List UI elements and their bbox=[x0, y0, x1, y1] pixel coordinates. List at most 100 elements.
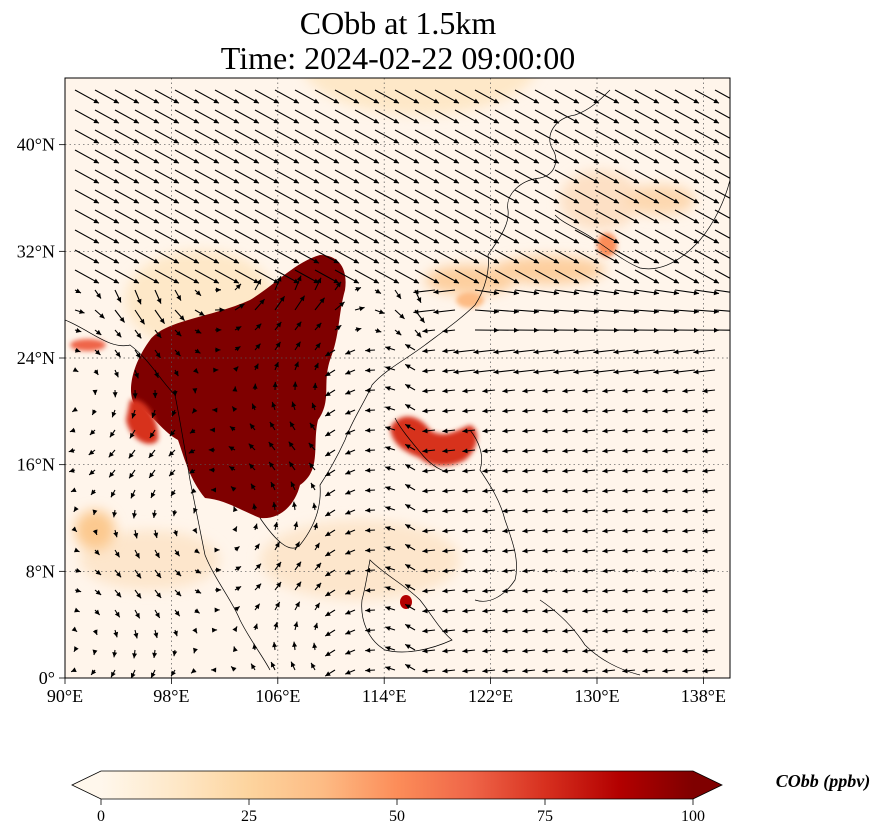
wind-arrow bbox=[434, 229, 460, 244]
wind-arrow bbox=[494, 189, 520, 204]
wind-arrow bbox=[482, 668, 496, 674]
wind-arrow bbox=[71, 406, 78, 413]
wind-arrow bbox=[294, 169, 320, 184]
wind-arrow bbox=[714, 269, 730, 279]
wind-arrow bbox=[272, 641, 278, 651]
lon-tick-label: 90°E bbox=[47, 686, 83, 706]
wind-arrow bbox=[404, 543, 416, 551]
wind-arrow bbox=[134, 209, 160, 224]
wind-arrow bbox=[294, 321, 302, 331]
wind-arrow bbox=[714, 169, 730, 179]
wind-arrow bbox=[602, 468, 616, 474]
wind-arrow bbox=[354, 209, 380, 224]
wind-arrow bbox=[74, 129, 100, 144]
wind-arrow bbox=[493, 369, 516, 375]
wind-arrow bbox=[154, 149, 180, 164]
wind-arrow bbox=[292, 641, 298, 651]
wind-arrow bbox=[673, 369, 696, 375]
wind-arrow bbox=[614, 129, 640, 144]
wind-arrow bbox=[394, 169, 420, 184]
wind-arrow bbox=[594, 149, 620, 164]
wind-arrow bbox=[365, 607, 376, 613]
wind-arrow bbox=[662, 448, 676, 454]
wind-arrow bbox=[674, 209, 700, 224]
wind-arrow bbox=[174, 89, 200, 104]
colorbar-tick-label: 75 bbox=[537, 808, 553, 825]
wind-arrow bbox=[189, 428, 196, 434]
wind-arrow bbox=[310, 662, 316, 671]
wind-arrow bbox=[702, 528, 716, 534]
wind-arrow bbox=[272, 381, 278, 391]
wind-arrow bbox=[642, 568, 656, 574]
wind-arrow bbox=[434, 269, 460, 284]
wind-arrow bbox=[542, 428, 556, 434]
wind-arrow bbox=[212, 407, 218, 413]
wind-arrow bbox=[542, 568, 556, 574]
wind-arrow bbox=[134, 269, 160, 284]
colorbar-extend-low bbox=[72, 771, 101, 799]
wind-arrow bbox=[130, 489, 136, 499]
wind-arrow bbox=[494, 229, 520, 244]
wind-arrow bbox=[174, 149, 200, 164]
wind-arrow bbox=[462, 508, 476, 514]
wind-arrow bbox=[502, 528, 516, 534]
wind-arrow bbox=[314, 169, 340, 184]
wind-arrow bbox=[422, 328, 436, 334]
wind-arrow bbox=[234, 249, 260, 264]
wind-arrow bbox=[462, 468, 476, 474]
wind-arrow bbox=[94, 149, 120, 164]
wind-arrow bbox=[174, 329, 182, 337]
wind-arrow bbox=[274, 109, 300, 124]
wind-arrow bbox=[534, 89, 560, 104]
wind-arrow bbox=[534, 109, 560, 124]
wind-arrow bbox=[91, 409, 97, 416]
wind-arrow bbox=[702, 408, 716, 414]
map-frame bbox=[64, 77, 731, 679]
wind-arrow bbox=[174, 309, 185, 321]
wind-arrow bbox=[404, 643, 416, 651]
wind-arrow bbox=[714, 229, 730, 239]
wind-arrow bbox=[582, 448, 596, 454]
wind-arrow bbox=[562, 548, 576, 554]
wind-arrow bbox=[365, 347, 376, 353]
wind-arrow bbox=[394, 209, 420, 224]
wind-arrow bbox=[70, 487, 77, 493]
wind-arrow bbox=[151, 409, 157, 419]
wind-arrow bbox=[94, 569, 102, 576]
wind-arrow bbox=[562, 628, 576, 634]
wind-arrow bbox=[311, 402, 317, 411]
lat-tick-label: 24°N bbox=[17, 348, 55, 368]
wind-arrow bbox=[482, 588, 496, 594]
latitude-axis: 0° 8°N 16°N 24°N 32°N 40°N bbox=[17, 135, 65, 688]
wind-arrow bbox=[442, 608, 456, 614]
wind-arrow bbox=[613, 369, 636, 375]
wind-arrow bbox=[292, 381, 298, 391]
wind-arrow bbox=[294, 109, 320, 124]
wind-arrow bbox=[94, 289, 102, 299]
wind-arrow bbox=[74, 229, 100, 244]
wind-arrow bbox=[214, 89, 240, 104]
wind-arrow bbox=[622, 608, 636, 614]
wind-arrow bbox=[174, 109, 200, 124]
wind-arrow bbox=[622, 488, 636, 494]
wind-arrow bbox=[454, 209, 480, 224]
wind-arrow bbox=[172, 389, 178, 397]
wind-arrow bbox=[404, 603, 416, 611]
wind-arrow bbox=[132, 509, 137, 519]
wind-arrow bbox=[714, 249, 730, 259]
wind-arrow bbox=[71, 526, 78, 533]
wind-arrow bbox=[114, 349, 121, 358]
coastline bbox=[554, 179, 730, 270]
wind-arrow bbox=[72, 367, 79, 373]
wind-arrow bbox=[314, 322, 322, 331]
wind-arrow bbox=[434, 149, 460, 164]
wind-arrow bbox=[562, 388, 576, 394]
wind-arrow bbox=[474, 229, 500, 244]
wind-arrow bbox=[682, 588, 696, 594]
wind-arrow bbox=[542, 488, 556, 494]
wind-arrow bbox=[314, 109, 340, 124]
wind-arrow bbox=[414, 169, 440, 184]
wind-arrow bbox=[230, 666, 237, 672]
wind-arrow bbox=[88, 469, 96, 476]
wind-arrow bbox=[494, 129, 520, 144]
